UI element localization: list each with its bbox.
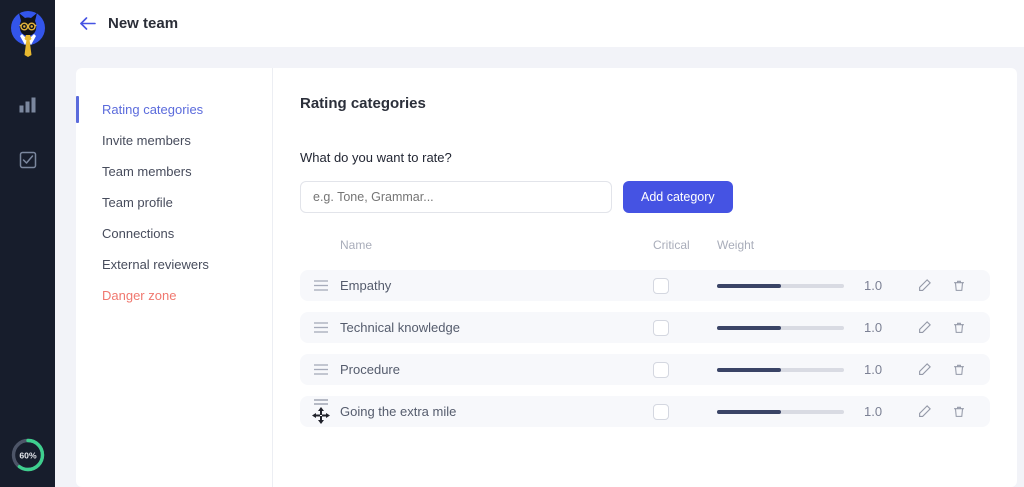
svg-text:60%: 60% <box>19 451 37 461</box>
